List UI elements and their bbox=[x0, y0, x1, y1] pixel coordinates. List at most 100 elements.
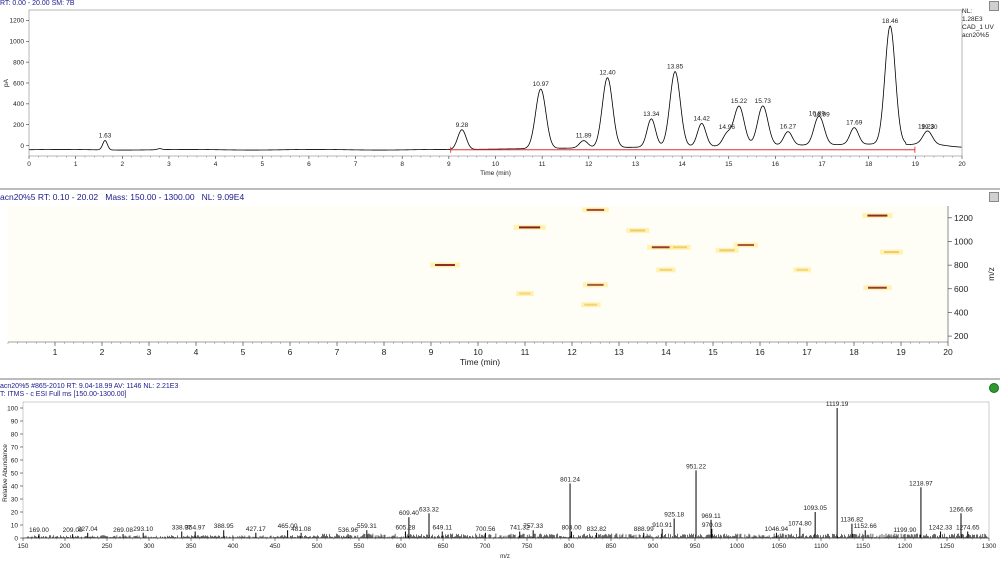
y-tick-label: 1000 bbox=[10, 39, 25, 46]
peak-label: 354.97 bbox=[185, 525, 205, 532]
chromatogram-info: NL: 1.28E3 CAD_1 UV acn20%5 bbox=[962, 8, 994, 40]
x-tick-label: 3 bbox=[167, 161, 171, 168]
peak-label: 9.28 bbox=[456, 122, 469, 129]
x-axis-label: m/z bbox=[500, 554, 510, 560]
peak-label: 649.11 bbox=[433, 525, 453, 532]
peak-label: 427.17 bbox=[246, 526, 266, 533]
peak-label: 1152.66 bbox=[854, 523, 877, 530]
x-tick-label: 17 bbox=[818, 161, 826, 168]
peak-label: 338.97 bbox=[172, 525, 192, 532]
heatmap-spot bbox=[435, 264, 455, 267]
x-tick-label: 10 bbox=[492, 161, 500, 168]
x-tick-label: 1 bbox=[74, 161, 78, 168]
x-tick-label: 20 bbox=[943, 347, 953, 357]
peak-label: 741.32 bbox=[510, 525, 530, 532]
peak-label: 13.34 bbox=[643, 111, 660, 118]
heatmap-spot-glow bbox=[793, 267, 812, 273]
pin-icon[interactable] bbox=[989, 192, 999, 202]
peak-label: 19.23 bbox=[918, 124, 935, 131]
x-tick-label: 5 bbox=[260, 161, 264, 168]
y-tick-label: 20 bbox=[11, 509, 19, 516]
x-tick-label: 20 bbox=[958, 161, 966, 168]
x-tick-label: 1 bbox=[53, 347, 58, 357]
y-tick-label: 0 bbox=[14, 535, 18, 542]
heatmap-spot bbox=[586, 208, 605, 211]
y-tick-label: 60 bbox=[11, 457, 19, 464]
peak-label: 1218.97 bbox=[909, 480, 933, 487]
x-tick-label: 950 bbox=[690, 543, 701, 550]
nl-label: NL: bbox=[962, 8, 973, 15]
peak-label: 925.18 bbox=[664, 512, 684, 519]
x-tick-label: 250 bbox=[102, 543, 113, 550]
x-tick-label: 18 bbox=[865, 161, 873, 168]
y-tick-label: 90 bbox=[11, 418, 19, 425]
peak-label: 801.24 bbox=[560, 476, 580, 483]
x-tick-label: 6 bbox=[307, 161, 311, 168]
peak-label: 1046.94 bbox=[765, 526, 789, 533]
peak-label: 269.08 bbox=[113, 527, 133, 534]
y-tick-label: 200 bbox=[13, 122, 24, 129]
peak-label: 169.00 bbox=[29, 527, 49, 534]
x-tick-label: 850 bbox=[606, 543, 617, 550]
chromatogram-trace bbox=[29, 25, 962, 151]
peak-label: 17.69 bbox=[846, 120, 863, 127]
x-tick-label: 350 bbox=[186, 543, 197, 550]
heatmap-spot bbox=[630, 229, 646, 232]
x-tick-label: 6 bbox=[288, 347, 293, 357]
spectrum-header-line2: T: ITMS - c ESI Full ms [150.00-1300.00] bbox=[0, 391, 127, 398]
heatmap-spot-glow bbox=[516, 291, 534, 297]
x-tick-label: 12 bbox=[585, 161, 593, 168]
pin-icon[interactable] bbox=[989, 1, 999, 11]
y-tick-label: 80 bbox=[11, 431, 19, 438]
x-tick-label: 1050 bbox=[772, 543, 787, 550]
peak-label: 757.33 bbox=[523, 523, 543, 530]
plot-area bbox=[28, 9, 963, 157]
peak-label: 293.10 bbox=[133, 526, 153, 533]
y-tick-label: 200 bbox=[954, 331, 968, 341]
peak-label: 1199.90 bbox=[893, 527, 916, 534]
y-tick-label: 40 bbox=[11, 483, 19, 490]
x-tick-label: 11 bbox=[521, 347, 530, 357]
spectrum-panel: acn20%5 #865-2010 RT: 9.04-18.99 AV: 114… bbox=[0, 380, 1000, 566]
peak-label: 832.82 bbox=[587, 526, 607, 533]
peak-label: 1266.66 bbox=[949, 506, 973, 513]
heatmap-spot bbox=[867, 214, 888, 217]
x-tick-label: 16 bbox=[772, 161, 780, 168]
peak-label: 11.89 bbox=[576, 133, 592, 140]
x-tick-label: 17 bbox=[802, 347, 812, 357]
heatmap-spot bbox=[519, 226, 541, 229]
peak-label: 559.31 bbox=[357, 523, 377, 530]
peak-label: 609.40 bbox=[399, 510, 419, 517]
y-tick-label: 70 bbox=[11, 444, 19, 451]
x-tick-label: 1150 bbox=[856, 543, 870, 550]
x-tick-label: 12 bbox=[567, 347, 577, 357]
panel-divider bbox=[0, 378, 1000, 380]
x-tick-label: 200 bbox=[60, 543, 71, 550]
x-tick-label: 400 bbox=[228, 543, 239, 550]
peak-label: 888.99 bbox=[634, 526, 654, 533]
heatmap-spot bbox=[659, 268, 673, 271]
heatmap-nl: NL: 9.09E4 bbox=[201, 192, 245, 202]
y-tick-label: 600 bbox=[954, 284, 968, 294]
peak-label: 910.91 bbox=[652, 522, 672, 529]
peak-label: 1.63 bbox=[99, 133, 112, 140]
x-tick-label: 7 bbox=[354, 161, 358, 168]
y-tick-label: 400 bbox=[13, 101, 24, 108]
peak-label: 1242.33 bbox=[929, 525, 953, 532]
x-tick-label: 550 bbox=[354, 543, 365, 550]
x-tick-label: 600 bbox=[396, 543, 407, 550]
heatmap-spot bbox=[883, 251, 900, 254]
x-tick-label: 11 bbox=[539, 161, 546, 168]
heatmap-spot bbox=[868, 286, 887, 289]
heatmap-panel: acn20%5 RT: 0.10 - 20.02 Mass: 150.00 - … bbox=[0, 190, 1000, 378]
x-tick-label: 450 bbox=[270, 543, 281, 550]
y-tick-label: 800 bbox=[13, 59, 24, 66]
x-tick-label: 700 bbox=[480, 543, 491, 550]
y-tick-label: 800 bbox=[954, 260, 968, 270]
x-tick-label: 15 bbox=[725, 161, 733, 168]
refresh-icon[interactable] bbox=[989, 383, 999, 393]
y-tick-label: 1000 bbox=[954, 236, 973, 246]
x-tick-label: 2 bbox=[120, 161, 124, 168]
y-tick-label: 1200 bbox=[954, 213, 973, 223]
y-tick-label: 1200 bbox=[10, 18, 25, 25]
